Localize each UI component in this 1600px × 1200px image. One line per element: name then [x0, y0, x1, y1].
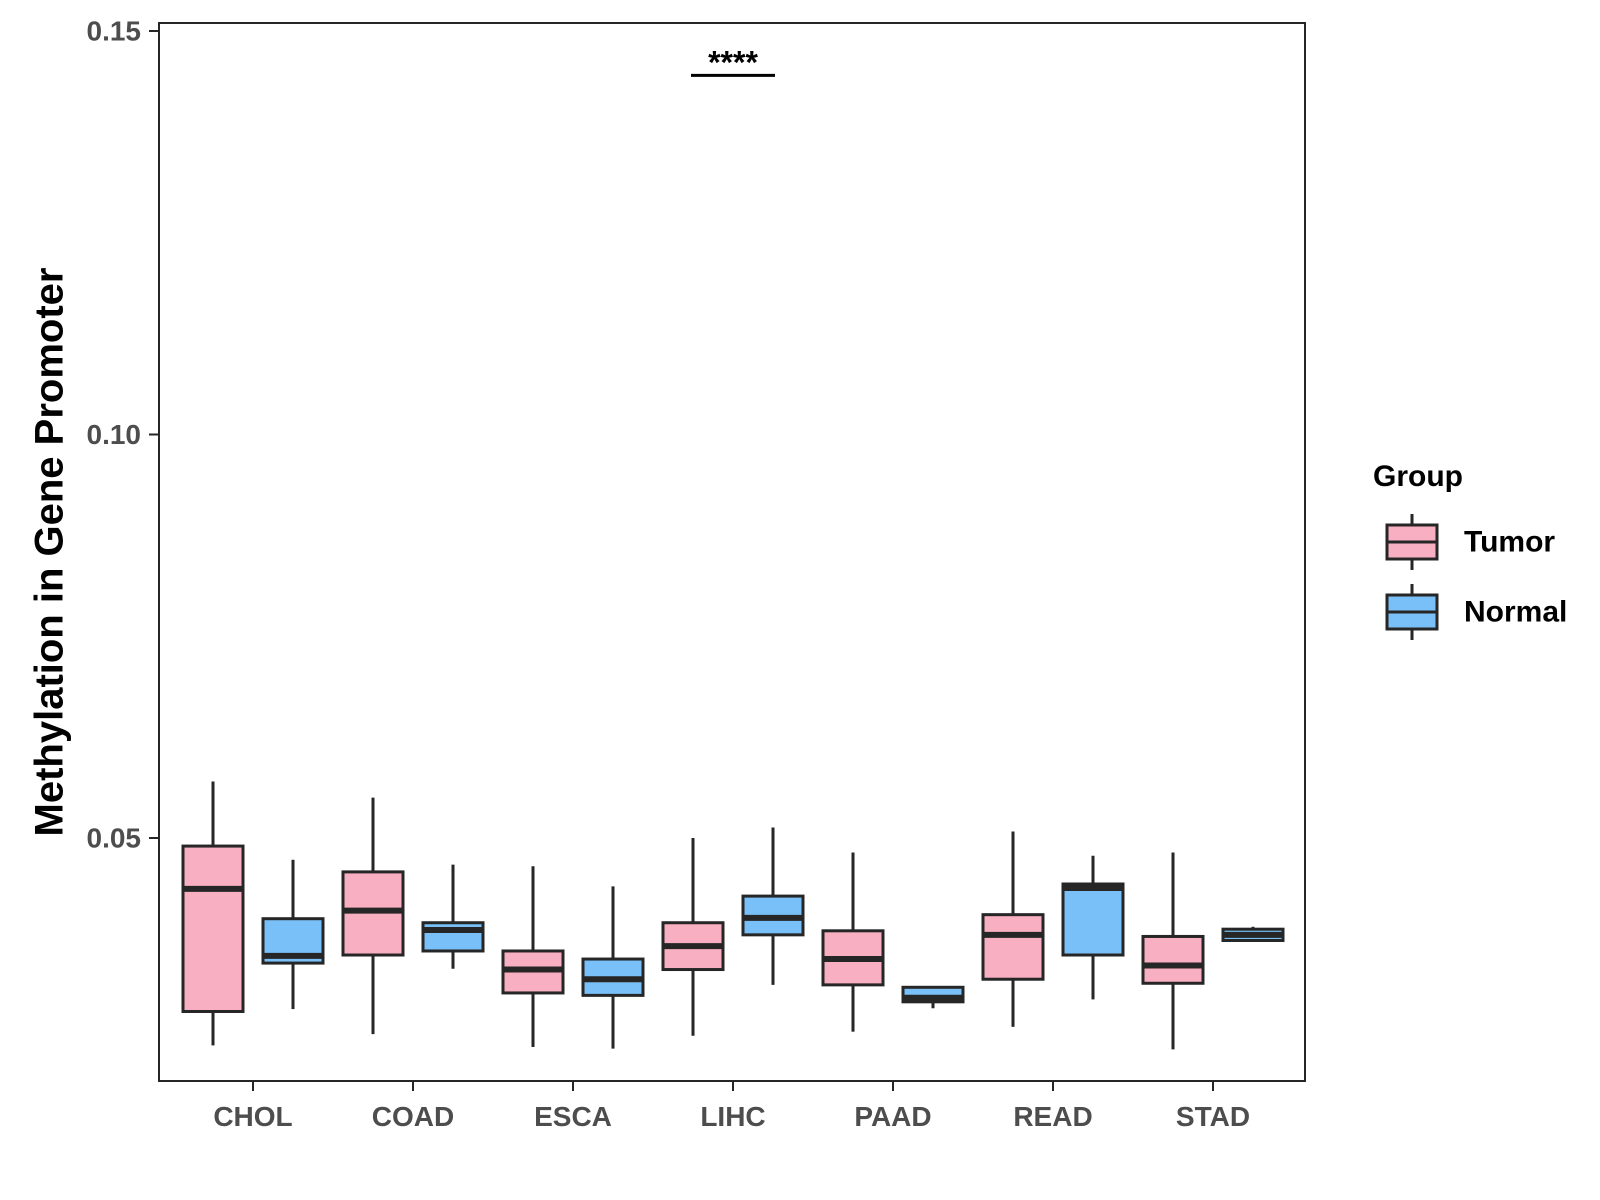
box-normal-chol	[261, 859, 325, 1010]
box-tumor-coad	[341, 797, 405, 1035]
box-normal-paad	[901, 985, 965, 1009]
x-tick-label: ESCA	[534, 1101, 612, 1132]
box-body	[1141, 934, 1205, 985]
x-tick-label: STAD	[1176, 1101, 1250, 1132]
box-normal-esca	[581, 886, 645, 1049]
y-axis: 0.05 0.10 0.15	[87, 16, 159, 854]
box-body	[981, 913, 1045, 981]
legend-entry-tumor: Tumor	[1385, 514, 1555, 570]
box-tumor-chol	[181, 781, 245, 1046]
y-tick-label: 0.15	[87, 16, 142, 47]
x-axis: CHOL COAD ESCA LIHC PAAD READ STAD	[213, 1081, 1250, 1132]
significance-annotations: ****	[691, 44, 775, 80]
box-tumor-paad	[821, 852, 885, 1032]
box-body	[421, 921, 485, 953]
significance-label: ****	[708, 44, 758, 80]
boxes	[181, 781, 1285, 1050]
box-body	[1061, 882, 1125, 957]
x-tick-label: CHOL	[213, 1101, 292, 1132]
box-body	[181, 844, 245, 1014]
box-tumor-esca	[501, 866, 565, 1048]
legend-label: Normal	[1464, 596, 1567, 629]
legend: Group Tumor Normal	[1373, 460, 1567, 640]
box-normal-stad	[1221, 926, 1285, 942]
x-tick-label: COAD	[372, 1101, 454, 1132]
y-axis-title: Methylation in Gene Promoter	[28, 268, 72, 837]
panel-border	[158, 22, 1306, 1082]
box-normal-read	[1061, 855, 1125, 1000]
x-tick-label: LIHC	[700, 1101, 765, 1132]
box-tumor-read	[981, 831, 1045, 1027]
x-tick-label: READ	[1013, 1101, 1092, 1132]
box-tumor-lihc	[661, 838, 725, 1036]
box-tumor-stad	[1141, 852, 1205, 1050]
box-normal-coad	[421, 864, 485, 969]
y-tick-label: 0.05	[87, 823, 142, 854]
legend-label: Tumor	[1464, 526, 1555, 559]
box-normal-lihc	[741, 827, 805, 985]
legend-entry-normal: Normal	[1385, 584, 1567, 640]
legend-title: Group	[1373, 460, 1463, 493]
x-tick-label: PAAD	[854, 1101, 931, 1132]
y-tick-label: 0.10	[87, 419, 142, 450]
